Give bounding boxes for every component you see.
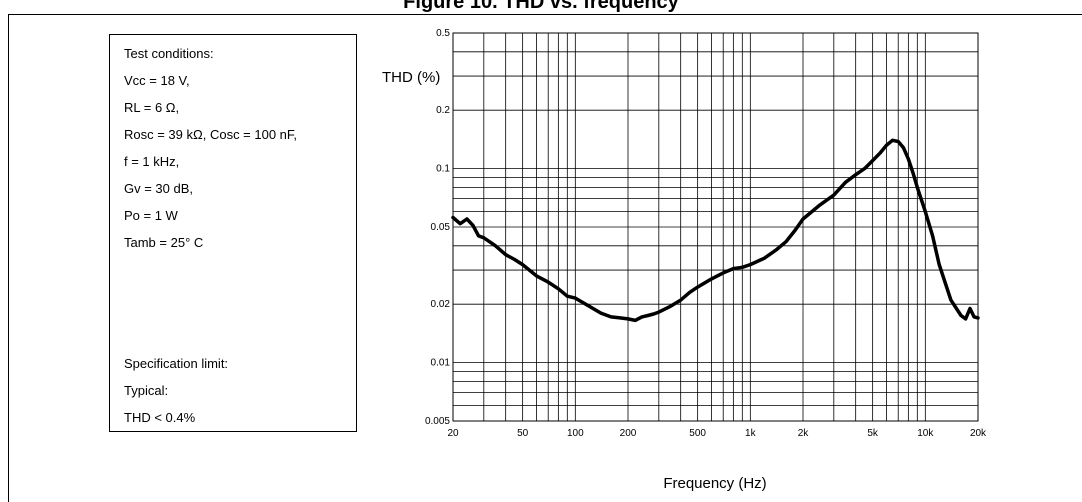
x-axis-label: Frequency (Hz) <box>663 475 766 492</box>
condition-line: Po = 1 W <box>124 208 178 223</box>
spec-limit-line: Specification limit: <box>124 356 229 371</box>
y-tick-label: 0.2 <box>436 105 450 116</box>
condition-line: Rosc = 39 kΩ, Cosc = 100 nF, <box>124 127 298 142</box>
condition-line: f = 1 kHz, <box>124 154 180 169</box>
y-tick-label: 0.01 <box>431 358 451 369</box>
x-tick-label: 1k <box>745 428 757 439</box>
x-tick-label: 20k <box>970 428 987 439</box>
y-tick-label: 0.05 <box>431 222 451 233</box>
x-tick-label: 100 <box>567 428 584 439</box>
condition-line: RL = 6 Ω, <box>124 100 180 115</box>
y-tick-label: 0.02 <box>431 299 451 310</box>
spec-limit-line: THD < 0.4% <box>124 410 196 425</box>
y-tick-label: 0.005 <box>425 416 450 427</box>
test-conditions-box: Test conditions: Vcc = 18 V, RL = 6 Ω, R… <box>109 34 357 432</box>
page-title: Figure 10. THD vs. frequency <box>403 0 679 13</box>
x-tick-label: 5k <box>867 428 879 439</box>
y-axis-label: THD (%) <box>382 69 440 86</box>
figure-frame <box>8 14 1082 502</box>
x-tick-label: 2k <box>798 428 810 439</box>
condition-line: Test conditions: <box>124 46 214 61</box>
x-tick-label: 10k <box>917 428 934 439</box>
x-tick-label: 20 <box>447 428 459 439</box>
y-tick-label: 0.5 <box>436 28 450 39</box>
condition-line: Gv = 30 dB, <box>124 181 194 196</box>
x-tick-label: 500 <box>689 428 706 439</box>
x-tick-label: 50 <box>517 428 529 439</box>
thd-curve <box>451 138 980 323</box>
title-strip: Figure 10. THD vs. frequency <box>0 0 1082 14</box>
condition-line: Tamb = 25° C <box>124 235 204 250</box>
plot-area-border <box>452 32 979 422</box>
y-tick-label: 0.1 <box>436 164 450 175</box>
condition-line: Vcc = 18 V, <box>124 73 190 88</box>
x-tick-label: 200 <box>620 428 637 439</box>
spec-limit-line: Typical: <box>124 383 169 398</box>
